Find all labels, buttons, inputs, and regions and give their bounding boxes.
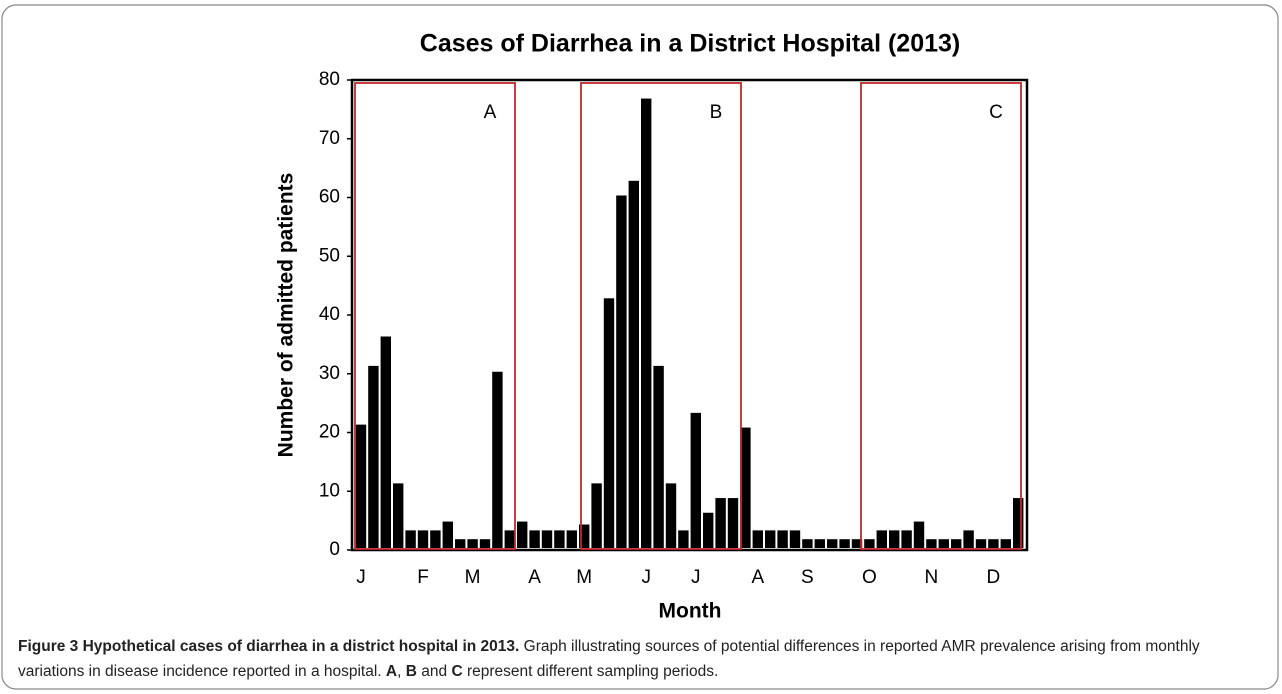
bar xyxy=(765,530,776,548)
bar xyxy=(405,530,416,548)
bar xyxy=(467,539,478,548)
bar xyxy=(579,524,590,548)
sampling-period-label: B xyxy=(710,102,723,123)
bar xyxy=(492,371,503,548)
x-tick-label: O xyxy=(862,567,877,588)
bar xyxy=(479,539,491,548)
chart-title: Cases of Diarrhea in a District Hospital… xyxy=(420,30,960,58)
bar xyxy=(889,530,900,548)
x-tick-label: F xyxy=(417,567,429,588)
bar xyxy=(690,412,701,548)
x-tick-label: A xyxy=(751,567,764,588)
y-tick-label: 0 xyxy=(329,539,340,560)
x-tick-label: N xyxy=(925,567,939,588)
bar xyxy=(541,530,553,548)
bar xyxy=(938,539,949,548)
x-axis-label: Month xyxy=(659,600,722,623)
bar xyxy=(554,530,565,548)
bar xyxy=(876,530,887,548)
bar xyxy=(901,530,912,548)
bar xyxy=(417,530,429,548)
bar xyxy=(802,539,813,548)
caption-text: , xyxy=(397,663,406,680)
y-axis-label: Number of admitted patients xyxy=(275,173,298,458)
caption-text: represent different sampling periods. xyxy=(462,663,719,680)
y-tick-label: 70 xyxy=(319,128,340,149)
bar xyxy=(529,530,540,548)
bar xyxy=(752,530,763,548)
bar xyxy=(591,483,602,548)
bar xyxy=(628,180,639,548)
x-tick-label: D xyxy=(987,567,1001,588)
bar xyxy=(913,521,925,548)
x-tick-label: S xyxy=(801,567,814,588)
bar xyxy=(504,530,515,548)
y-tick-label: 20 xyxy=(319,422,340,443)
bar xyxy=(715,498,726,548)
x-tick-label: A xyxy=(528,567,541,588)
bar xyxy=(442,521,453,548)
bar xyxy=(517,521,528,548)
sampling-period-label: C xyxy=(989,102,1003,123)
bar xyxy=(430,530,441,548)
y-tick-label: 10 xyxy=(319,480,340,501)
y-tick-label: 30 xyxy=(319,363,340,384)
bar xyxy=(641,98,652,548)
bar xyxy=(653,365,664,548)
bar xyxy=(777,530,788,548)
bar xyxy=(1013,498,1024,548)
sampling-period-box xyxy=(354,82,516,550)
bar xyxy=(727,498,739,548)
x-tick-label: M xyxy=(576,567,592,588)
sampling-period-label: A xyxy=(484,102,497,123)
bar xyxy=(368,365,379,548)
sampling-period-box xyxy=(860,82,1022,550)
bar xyxy=(393,483,404,548)
plot-frame xyxy=(350,78,1029,552)
y-tick-label: 60 xyxy=(319,187,340,208)
y-tick-label: 50 xyxy=(319,245,340,266)
bar xyxy=(864,539,875,548)
x-tick-label: M xyxy=(465,567,481,588)
bar xyxy=(703,512,714,548)
figure-border xyxy=(1,4,1279,690)
caption-text: C xyxy=(451,663,463,680)
bar xyxy=(851,539,863,548)
caption-text: B xyxy=(405,663,417,680)
bar xyxy=(951,539,962,548)
x-tick-label: J xyxy=(641,567,651,588)
bar xyxy=(827,539,838,548)
bar xyxy=(975,539,987,548)
x-tick-label: J xyxy=(356,567,366,588)
bar xyxy=(566,530,577,548)
caption-text: Graph illustrating sources of potential … xyxy=(18,638,1200,680)
bar xyxy=(678,530,689,548)
bar xyxy=(814,539,825,548)
bar xyxy=(740,427,751,548)
bar xyxy=(963,530,974,548)
caption-title: Figure 3 Hypothetical cases of diarrhea … xyxy=(18,638,520,655)
bar xyxy=(355,424,367,548)
bar xyxy=(603,298,615,548)
bar xyxy=(789,530,801,548)
caption: Figure 3 Hypothetical cases of diarrhea … xyxy=(18,634,1268,684)
caption-text: and xyxy=(416,663,452,680)
y-tick-label: 80 xyxy=(319,69,340,90)
bar xyxy=(380,336,391,548)
bar xyxy=(1000,539,1011,548)
bar xyxy=(839,539,850,548)
x-tick-label: J xyxy=(691,567,701,588)
bar xyxy=(616,195,627,548)
caption-text: A xyxy=(385,663,398,680)
bar xyxy=(988,539,999,548)
bar xyxy=(926,539,937,548)
sampling-period-box xyxy=(580,82,742,550)
bar xyxy=(665,483,677,548)
y-tick-label: 40 xyxy=(319,304,340,325)
bar xyxy=(455,539,466,548)
